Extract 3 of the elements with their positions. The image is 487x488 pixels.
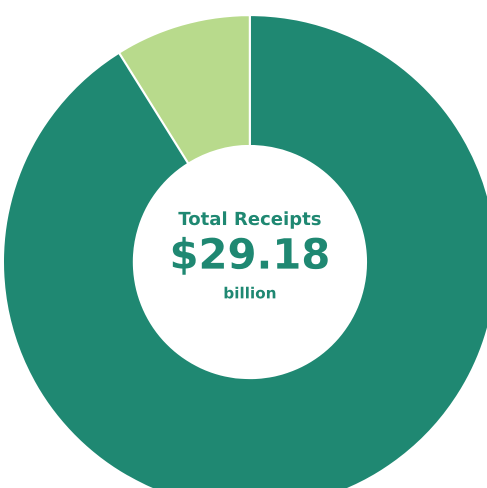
text: billion	[224, 286, 276, 299]
text: Total Receipts	[178, 211, 321, 229]
text: $29.18	[172, 236, 328, 275]
